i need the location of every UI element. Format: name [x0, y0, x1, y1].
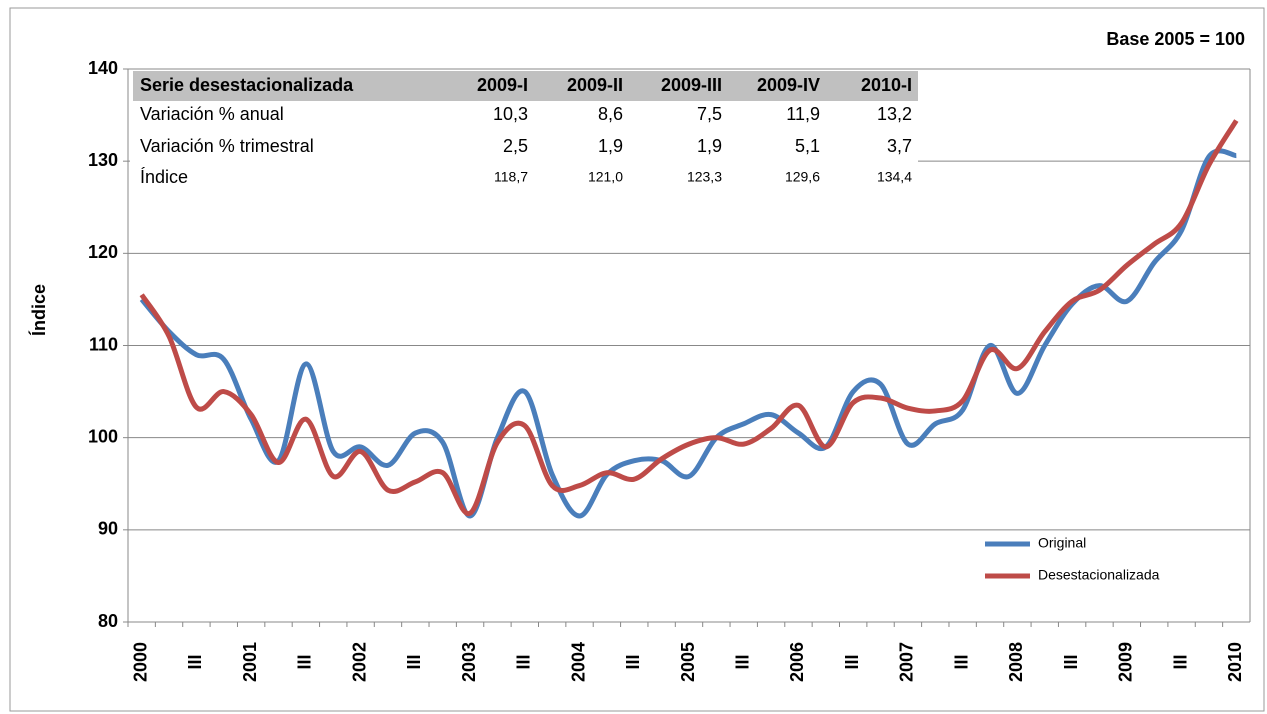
legend-label: Original	[1038, 535, 1086, 551]
x-tick-label: III	[951, 654, 971, 669]
table-header-cell: 2009-I	[477, 75, 528, 95]
table-cell: 11,9	[786, 104, 820, 124]
table-cell: 1,9	[598, 136, 623, 156]
x-tick-label: 2003	[459, 642, 479, 682]
y-tick-label: 130	[88, 150, 118, 170]
y-tick-label: 110	[89, 334, 118, 354]
table-cell: Variación % trimestral	[140, 136, 314, 156]
x-tick-label: 2002	[349, 642, 369, 682]
table-cell: 13,2	[877, 104, 912, 124]
x-tick-label: III	[514, 654, 534, 669]
x-tick-label: 2001	[240, 642, 260, 682]
table-cell: 123,3	[687, 169, 722, 185]
y-axis-label: Índice	[28, 284, 49, 336]
x-tick-label: III	[623, 654, 643, 669]
y-tick-label: 120	[88, 242, 118, 262]
x-tick-label: 2010	[1225, 642, 1245, 682]
x-tick-label: 2008	[1006, 642, 1026, 682]
table-cell: 7,5	[697, 104, 722, 124]
x-tick-label: 2009	[1116, 642, 1136, 682]
table-header-cell: 2009-III	[661, 75, 722, 95]
y-tick-label: 100	[88, 426, 118, 446]
legend-label: Desestacionalizada	[1038, 567, 1160, 583]
table-cell: 1,9	[697, 136, 722, 156]
x-tick-label: III	[842, 654, 862, 669]
table-cell: 118,7	[494, 169, 528, 185]
x-tick-label: III	[1061, 654, 1081, 669]
line-series	[139, 148, 1237, 519]
x-tick-label: III	[295, 654, 315, 669]
x-tick-label: III	[732, 654, 752, 669]
table-cell: 134,4	[877, 169, 912, 185]
x-tick-label: III	[1170, 654, 1190, 669]
table-cell: 8,6	[598, 104, 623, 124]
x-tick-label: 2006	[787, 642, 807, 682]
table-header-background	[133, 71, 918, 101]
table-cell: 3,7	[887, 136, 912, 156]
y-tick-label: 80	[98, 611, 118, 631]
table-cell: 5,1	[795, 136, 820, 156]
table-cell: Variación % anual	[140, 104, 284, 124]
x-tick-label: 2007	[897, 642, 917, 682]
table-header-cell: 2009-II	[567, 75, 623, 95]
table-cell: 10,3	[493, 104, 528, 124]
x-tick-label: III	[404, 654, 424, 669]
y-tick-label: 140	[88, 58, 118, 78]
x-tick-label: III	[185, 654, 205, 669]
table-cell: 121,0	[588, 169, 623, 185]
table-cell: 129,6	[785, 169, 820, 185]
table-header-cell: 2009-IV	[757, 75, 820, 95]
table-header-cell: 2010-I	[861, 75, 912, 95]
y-tick-label: 90	[98, 519, 118, 539]
x-tick-label: 2004	[568, 642, 588, 682]
table-cell: 2,5	[503, 136, 528, 156]
x-tick-label: 2000	[130, 642, 150, 682]
table-header-cell: Serie desestacionalizada	[140, 75, 354, 95]
line-series	[139, 119, 1239, 516]
annotation: Base 2005 = 100	[1106, 29, 1245, 49]
table-cell: Índice	[140, 167, 188, 187]
x-tick-label: 2005	[678, 642, 698, 682]
